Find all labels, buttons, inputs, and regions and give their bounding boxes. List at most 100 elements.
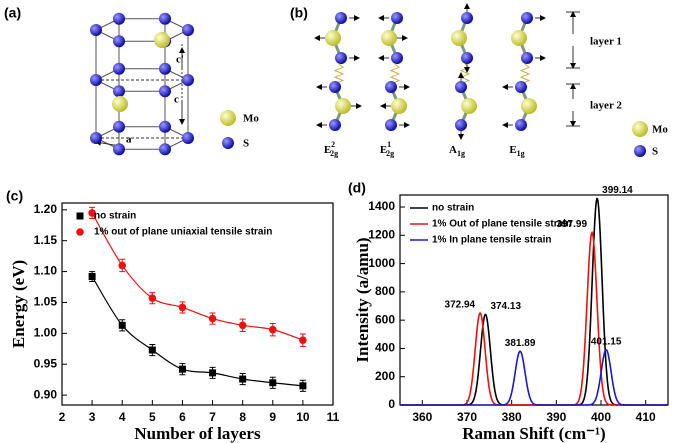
x-tick-label: 10 xyxy=(296,410,310,424)
mo-atom xyxy=(112,96,128,112)
data-point xyxy=(268,325,277,334)
mode-label: E1 2g xyxy=(380,140,394,158)
y-tick-label: 0 xyxy=(388,397,395,411)
x-tick-label: 380 xyxy=(502,410,522,424)
mode-sub: 2g xyxy=(330,149,338,158)
s-atom xyxy=(634,145,646,157)
legend-label: S xyxy=(243,138,249,150)
s-atom xyxy=(521,52,533,64)
s-atom xyxy=(182,132,194,144)
s-atom xyxy=(222,137,234,149)
s-atom xyxy=(329,119,341,131)
x-tick-label: 5 xyxy=(149,410,156,424)
peak-label: 397.99 xyxy=(556,219,587,230)
x-tick-label: 2 xyxy=(59,410,66,424)
x-tick-label: 3 xyxy=(89,410,96,424)
data-point xyxy=(118,261,127,270)
legend-swatch xyxy=(76,212,84,220)
s-atom xyxy=(391,52,403,64)
legend-label: no strain xyxy=(432,203,474,214)
mo-atom xyxy=(451,30,467,46)
data-point xyxy=(88,273,96,281)
mo-atom xyxy=(461,98,477,114)
legend-label: 1% Out of plane tensile strain xyxy=(432,219,572,230)
s-atom xyxy=(113,143,125,156)
lattice-label: c xyxy=(174,94,179,106)
data-point xyxy=(209,369,217,377)
y-tick-label: 1.15 xyxy=(34,233,58,247)
data-point xyxy=(299,382,307,390)
layer-label: layer 2 xyxy=(590,100,622,112)
s-atom xyxy=(113,35,125,48)
data-point xyxy=(148,294,157,302)
interlayer-spring xyxy=(333,63,345,85)
x-tick-label: 360 xyxy=(412,410,432,424)
s-atom xyxy=(335,12,347,24)
y-tick-label: 1.10 xyxy=(34,264,58,278)
data-point xyxy=(299,336,307,344)
mode-sub: 1g xyxy=(517,149,525,158)
mode-label: E2 2g xyxy=(324,140,338,158)
y-tick-label: 600 xyxy=(375,312,395,326)
x-tick-label: 400 xyxy=(591,410,611,424)
s-atom xyxy=(113,120,125,133)
s-atom xyxy=(461,12,473,24)
y-tick-label: 0.95 xyxy=(34,356,58,370)
x-tick-label: 8 xyxy=(239,410,246,424)
spectrum-line xyxy=(400,231,668,406)
s-atom xyxy=(90,74,102,86)
x-tick-label: 7 xyxy=(209,410,216,424)
s-atom xyxy=(113,85,125,98)
mode-sub: 2g xyxy=(386,149,394,158)
peak-label: 374.13 xyxy=(490,301,521,312)
s-atom xyxy=(182,24,194,36)
mo-atom xyxy=(381,30,397,46)
lattice-label: a xyxy=(126,134,132,146)
data-point xyxy=(118,321,126,329)
x-tick-label: 390 xyxy=(546,410,566,424)
data-point xyxy=(238,321,247,330)
data-point xyxy=(148,346,156,354)
x-tick-label: 370 xyxy=(457,410,477,424)
panel-label: (d) xyxy=(348,180,366,196)
y-tick-label: 400 xyxy=(375,341,395,355)
s-atom xyxy=(515,81,527,93)
mo-atom xyxy=(220,110,236,126)
data-point xyxy=(88,209,96,217)
mode-base: E xyxy=(509,144,516,156)
mo-atom xyxy=(632,121,648,137)
panel-label: (a) xyxy=(4,5,21,21)
s-atom xyxy=(159,62,171,75)
s-atom xyxy=(182,74,194,86)
mode-sup: 2 xyxy=(331,140,335,149)
mo-atom xyxy=(511,30,527,46)
spectrum-line xyxy=(400,349,668,406)
mode-label: A1g xyxy=(449,144,465,158)
s-atom xyxy=(455,119,467,131)
mode-label: E1g xyxy=(509,144,524,158)
s-atom xyxy=(90,132,102,144)
mode-sup: 1 xyxy=(387,140,391,149)
lattice-label: c' xyxy=(176,54,184,66)
s-atom xyxy=(391,12,403,24)
y-tick-label: 800 xyxy=(375,284,395,298)
s-atom xyxy=(515,119,527,131)
s-atom xyxy=(113,62,125,75)
peak-label: 381.89 xyxy=(505,338,536,349)
mode-base: A xyxy=(449,144,457,156)
data-point xyxy=(178,365,186,373)
s-atom xyxy=(335,52,347,64)
s-atom xyxy=(159,120,171,133)
y-axis-title: Intensity (a/amu) xyxy=(353,237,372,362)
interlayer-spring xyxy=(519,63,531,85)
s-atom xyxy=(329,81,341,93)
panel-label: (c) xyxy=(6,188,23,204)
x-tick-label: 4 xyxy=(119,410,126,424)
y-tick-label: 1200 xyxy=(368,227,395,241)
s-atom xyxy=(521,12,533,24)
s-atom xyxy=(461,52,473,64)
mo-atom xyxy=(335,98,351,114)
s-atom xyxy=(90,24,102,36)
y-tick-label: 1.00 xyxy=(34,326,58,340)
